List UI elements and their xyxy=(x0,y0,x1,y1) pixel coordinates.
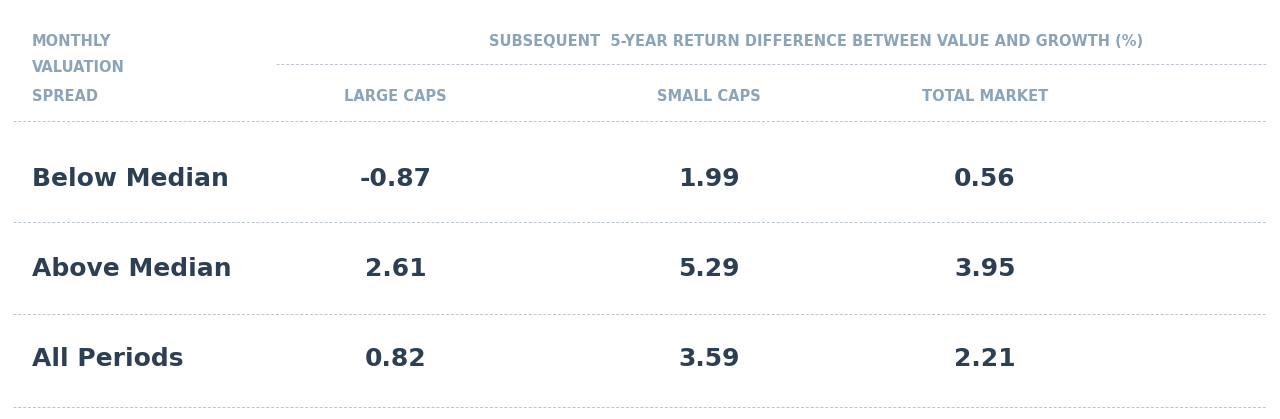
Text: 0.82: 0.82 xyxy=(365,347,426,371)
Text: -0.87: -0.87 xyxy=(360,167,431,191)
Text: SPREAD: SPREAD xyxy=(32,89,97,104)
Text: All Periods: All Periods xyxy=(32,347,183,371)
Text: 2.21: 2.21 xyxy=(954,347,1016,371)
Text: 3.95: 3.95 xyxy=(954,257,1016,281)
Text: Below Median: Below Median xyxy=(32,167,229,191)
Text: Above Median: Above Median xyxy=(32,257,232,281)
Text: 3.59: 3.59 xyxy=(678,347,740,371)
Text: 0.56: 0.56 xyxy=(954,167,1016,191)
Text: SUBSEQUENT  5-YEAR RETURN DIFFERENCE BETWEEN VALUE AND GROWTH (%): SUBSEQUENT 5-YEAR RETURN DIFFERENCE BETW… xyxy=(489,34,1143,49)
Text: 2.61: 2.61 xyxy=(365,257,426,281)
Text: LARGE CAPS: LARGE CAPS xyxy=(344,89,447,104)
Text: VALUATION: VALUATION xyxy=(32,60,124,75)
Text: SMALL CAPS: SMALL CAPS xyxy=(657,89,760,104)
Text: 5.29: 5.29 xyxy=(678,257,740,281)
Text: 1.99: 1.99 xyxy=(678,167,740,191)
Text: MONTHLY: MONTHLY xyxy=(32,34,111,49)
Text: TOTAL MARKET: TOTAL MARKET xyxy=(922,89,1048,104)
